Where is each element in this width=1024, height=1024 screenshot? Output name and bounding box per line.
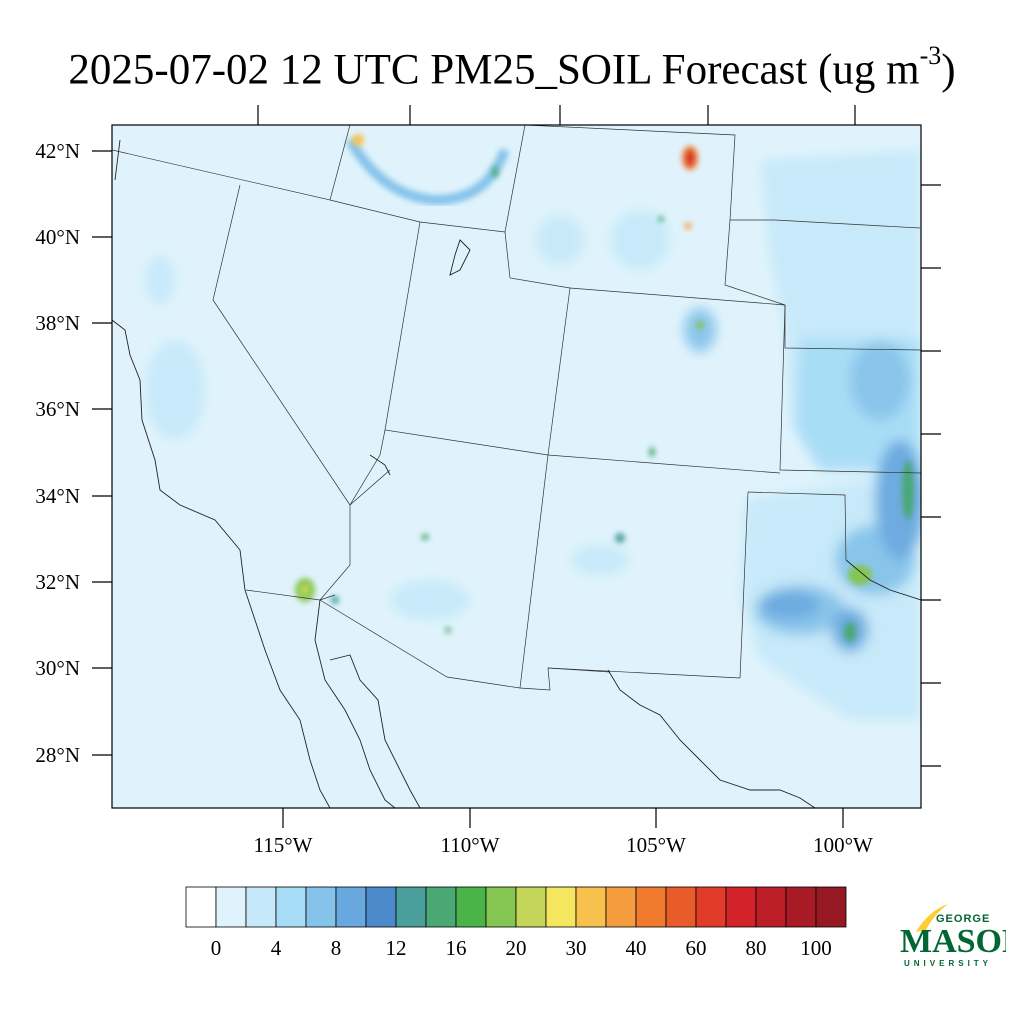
colorbar-swatch bbox=[635, 886, 667, 928]
lat-label: 28°N bbox=[35, 743, 80, 767]
colorbar-swatch bbox=[185, 886, 217, 928]
colorbar-swatch bbox=[575, 886, 607, 928]
colorbar-swatch bbox=[395, 886, 427, 928]
colorbar-label: 40 bbox=[626, 936, 647, 960]
latitude-labels: 42°N 40°N 38°N 36°N 34°N 32°N 30°N 28°N bbox=[35, 139, 80, 767]
colorbar bbox=[185, 886, 847, 928]
colorbar-swatch bbox=[425, 886, 457, 928]
colorbar-labels: 0 4 8 12 16 20 30 40 60 80 100 bbox=[211, 936, 832, 960]
colorbar-swatch bbox=[335, 886, 367, 928]
gmu-logo: GEORGE MASON UNIVERSITY bbox=[900, 904, 1006, 968]
colorbar-label: 100 bbox=[800, 936, 832, 960]
lat-label: 32°N bbox=[35, 570, 80, 594]
colorbar-swatch bbox=[455, 886, 487, 928]
colorbar-swatch bbox=[515, 886, 547, 928]
colorbar-label: 8 bbox=[331, 936, 342, 960]
colorbar-swatch bbox=[365, 886, 397, 928]
colorbar-label: 4 bbox=[271, 936, 282, 960]
colorbar-label: 80 bbox=[746, 936, 767, 960]
colorbar-swatch bbox=[665, 886, 697, 928]
map-frame bbox=[111, 124, 922, 809]
lat-label: 30°N bbox=[35, 656, 80, 680]
lon-label: 115°W bbox=[254, 833, 313, 857]
colorbar-swatch bbox=[815, 886, 847, 928]
state-boundaries bbox=[112, 125, 921, 691]
logo-bottom-text: UNIVERSITY bbox=[904, 959, 992, 968]
lon-label: 105°W bbox=[626, 833, 686, 857]
colorbar-label: 0 bbox=[211, 936, 222, 960]
left-ticks bbox=[92, 150, 112, 756]
colorbar-swatch bbox=[275, 886, 307, 928]
logo-top-text: GEORGE bbox=[936, 913, 990, 925]
colorbar-label: 16 bbox=[446, 936, 467, 960]
colorbar-swatch bbox=[785, 886, 817, 928]
logo-swoosh bbox=[916, 904, 948, 932]
colorbar-swatch bbox=[695, 886, 727, 928]
lat-label: 38°N bbox=[35, 311, 80, 335]
colorbar-label: 20 bbox=[506, 936, 527, 960]
title-text: 2025-07-02 12 UTC PM25_SOIL Forecast (ug… bbox=[68, 46, 920, 94]
colorbar-swatch bbox=[305, 886, 337, 928]
title-superscript: -3 bbox=[919, 41, 942, 70]
lon-label: 100°W bbox=[813, 833, 873, 857]
colorbar-swatch bbox=[245, 886, 277, 928]
map-title: 2025-07-02 12 UTC PM25_SOIL Forecast (ug… bbox=[0, 34, 1024, 96]
title-close: ) bbox=[941, 46, 956, 94]
colorbar-swatch bbox=[725, 886, 757, 928]
top-ticks bbox=[257, 105, 856, 125]
logo-main-text: MASON bbox=[900, 923, 1006, 960]
lat-label: 36°N bbox=[35, 397, 80, 421]
colorbar-label: 12 bbox=[386, 936, 407, 960]
colorbar-label: 60 bbox=[686, 936, 707, 960]
right-ticks bbox=[921, 184, 941, 767]
colorbar-label: 30 bbox=[566, 936, 587, 960]
concentration-field bbox=[112, 125, 921, 808]
longitude-labels: 115°W 110°W 105°W 100°W bbox=[254, 833, 874, 857]
lon-label: 110°W bbox=[441, 833, 500, 857]
colorbar-swatch bbox=[545, 886, 577, 928]
colorbar-swatch bbox=[755, 886, 787, 928]
lat-label: 40°N bbox=[35, 225, 80, 249]
coastlines bbox=[112, 139, 921, 808]
colorbar-swatch bbox=[215, 886, 247, 928]
colorbar-swatch bbox=[605, 886, 637, 928]
lat-label: 42°N bbox=[35, 139, 80, 163]
lat-label: 34°N bbox=[35, 484, 80, 508]
colorbar-swatch bbox=[485, 886, 517, 928]
bottom-ticks bbox=[282, 808, 844, 828]
